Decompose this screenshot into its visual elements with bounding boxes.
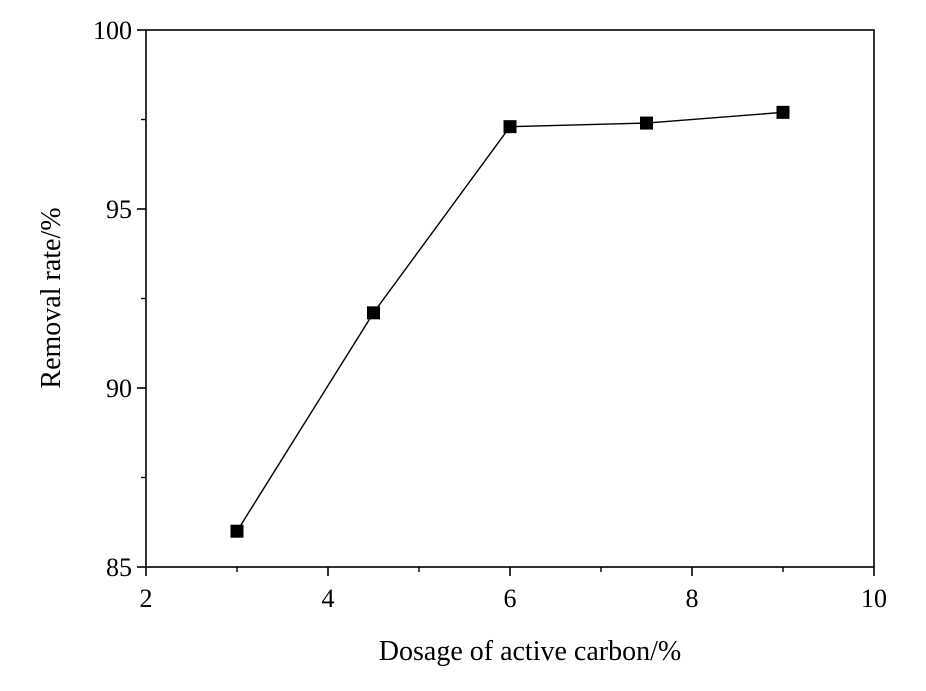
data-point-marker bbox=[367, 306, 380, 320]
data-point-marker bbox=[230, 524, 244, 538]
x-tick-label: 10 bbox=[861, 584, 887, 613]
x-axis: 2 4 6 8 10 bbox=[140, 567, 887, 613]
x-tick-label: 2 bbox=[140, 584, 153, 613]
plot-frame bbox=[145, 29, 875, 568]
y-axis-title: Removal rate/% bbox=[36, 207, 67, 388]
y-tick-label: 90 bbox=[106, 374, 132, 403]
x-tick-label: 6 bbox=[504, 584, 517, 613]
x-axis-title: Dosage of active carbon/% bbox=[379, 636, 681, 667]
y-tick-label: 95 bbox=[106, 195, 132, 224]
x-tick-label: 8 bbox=[686, 584, 699, 613]
series-line bbox=[236, 111, 784, 532]
y-axis: 85 90 95 100 bbox=[93, 16, 146, 582]
y-tick-label: 100 bbox=[93, 16, 132, 45]
series-layer bbox=[230, 105, 790, 538]
x-tick-label: 4 bbox=[322, 584, 335, 613]
data-point-marker bbox=[776, 105, 790, 119]
data-point-marker bbox=[640, 116, 653, 130]
y-tick-label: 85 bbox=[106, 553, 132, 582]
data-point-marker bbox=[503, 120, 517, 134]
